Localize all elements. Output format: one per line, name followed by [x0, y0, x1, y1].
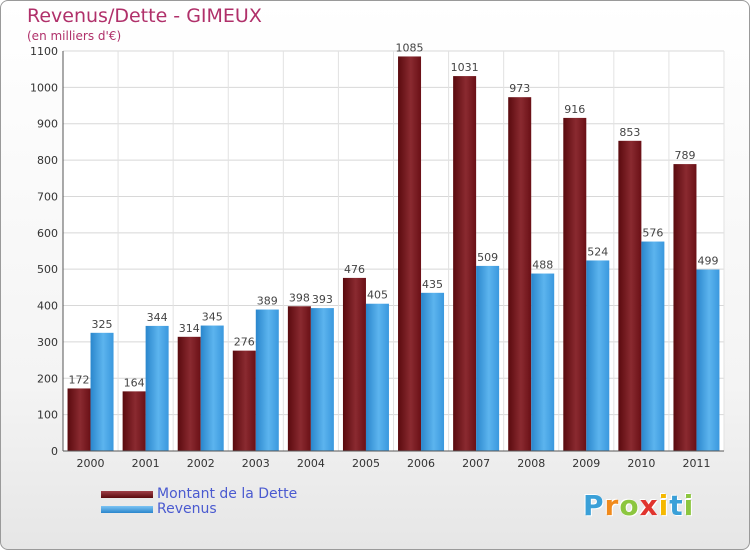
logo-letter: x [639, 489, 659, 522]
chart-legend: Montant de la Dette Revenus [101, 487, 297, 517]
legend-label-debt: Montant de la Dette [157, 486, 298, 502]
x-tick-label: 2011 [682, 457, 710, 470]
x-tick-label: 2008 [517, 457, 545, 470]
bar-value-label: 345 [202, 311, 223, 324]
y-tick-label: 400 [37, 300, 58, 313]
logo-letter: t [669, 489, 684, 522]
bar-value-label: 499 [697, 255, 718, 268]
x-tick-label: 2006 [407, 457, 435, 470]
bar-revenus [586, 260, 610, 451]
y-tick-label: 300 [37, 336, 58, 349]
bar-debt [287, 306, 311, 451]
bar-value-label: 314 [179, 322, 200, 335]
bar-debt [563, 117, 587, 451]
bar-debt [398, 56, 422, 452]
bar-value-label: 398 [289, 291, 310, 304]
bar-debt [673, 164, 697, 451]
bar-value-label: 476 [344, 263, 365, 276]
bar-value-label: 172 [69, 373, 90, 386]
legend-swatch-debt [101, 491, 153, 498]
bar-value-label: 276 [234, 336, 255, 349]
bar-debt [67, 388, 91, 451]
y-tick-label: 0 [51, 445, 58, 458]
x-tick-label: 2004 [297, 457, 325, 470]
x-tick-label: 2000 [77, 457, 105, 470]
y-tick-label: 700 [37, 190, 58, 203]
bar-revenus [641, 241, 665, 451]
bar-debt [232, 350, 256, 451]
bar-value-label: 488 [532, 259, 553, 272]
chart-title: Revenus/Dette - GIMEUX [27, 5, 262, 27]
bar-revenus [255, 309, 279, 451]
x-tick-label: 2010 [627, 457, 655, 470]
logo-letter: r [604, 489, 620, 522]
legend-swatch-revenus [101, 506, 153, 513]
y-tick-label: 1000 [30, 81, 58, 94]
bar-debt [177, 336, 201, 451]
bar-debt [508, 97, 532, 451]
bar-value-label: 1031 [451, 61, 479, 74]
bar-value-label: 524 [587, 245, 608, 258]
y-tick-label: 100 [37, 409, 58, 422]
y-tick-label: 600 [37, 227, 58, 240]
bar-revenus [90, 332, 114, 451]
bar-revenus [531, 273, 555, 451]
bar-value-label: 509 [477, 251, 498, 264]
bar-revenus [696, 269, 720, 451]
bar-revenus [145, 325, 169, 451]
bar-debt [618, 140, 642, 451]
bar-revenus [310, 308, 334, 451]
logo-letter: i [683, 489, 695, 522]
y-tick-label: 800 [37, 154, 58, 167]
x-tick-label: 2009 [572, 457, 600, 470]
bar-revenus [365, 303, 389, 451]
bar-value-label: 1085 [396, 41, 424, 54]
bar-value-label: 435 [422, 278, 443, 291]
bar-revenus [421, 292, 445, 451]
bar-value-label: 164 [124, 376, 145, 389]
chart-subtitle: (en milliers d'€) [27, 29, 122, 43]
bar-value-label: 393 [312, 293, 333, 306]
bar-value-label: 325 [92, 318, 113, 331]
legend-label-revenus: Revenus [157, 501, 217, 517]
logo-letter: o [619, 489, 640, 522]
bar-revenus [476, 265, 500, 451]
x-tick-label: 2005 [352, 457, 380, 470]
bar-value-label: 973 [509, 82, 530, 95]
legend-item-revenus: Revenus [101, 502, 297, 517]
bar-value-label: 916 [564, 103, 585, 116]
y-tick-label: 500 [37, 263, 58, 276]
bar-value-label: 853 [619, 126, 640, 139]
bar-value-label: 789 [674, 149, 695, 162]
bar-value-label: 344 [147, 311, 168, 324]
bar-debt [342, 277, 366, 451]
y-tick-label: 1100 [30, 45, 58, 58]
y-tick-label: 900 [37, 118, 58, 131]
y-tick-label: 200 [37, 372, 58, 385]
bar-debt [122, 391, 146, 451]
bar-value-label: 576 [642, 227, 663, 240]
logo-letter: i [658, 489, 670, 522]
logo-letter: P [583, 489, 605, 522]
bar-value-label: 405 [367, 289, 388, 302]
bar-revenus [200, 325, 224, 451]
x-tick-label: 2003 [242, 457, 270, 470]
bar-debt [453, 76, 477, 451]
x-tick-label: 2007 [462, 457, 490, 470]
legend-item-debt: Montant de la Dette [101, 487, 297, 502]
x-tick-label: 2002 [187, 457, 215, 470]
proxiti-logo: Proxiti [583, 489, 694, 522]
bar-value-label: 389 [257, 295, 278, 308]
x-tick-label: 2001 [132, 457, 160, 470]
